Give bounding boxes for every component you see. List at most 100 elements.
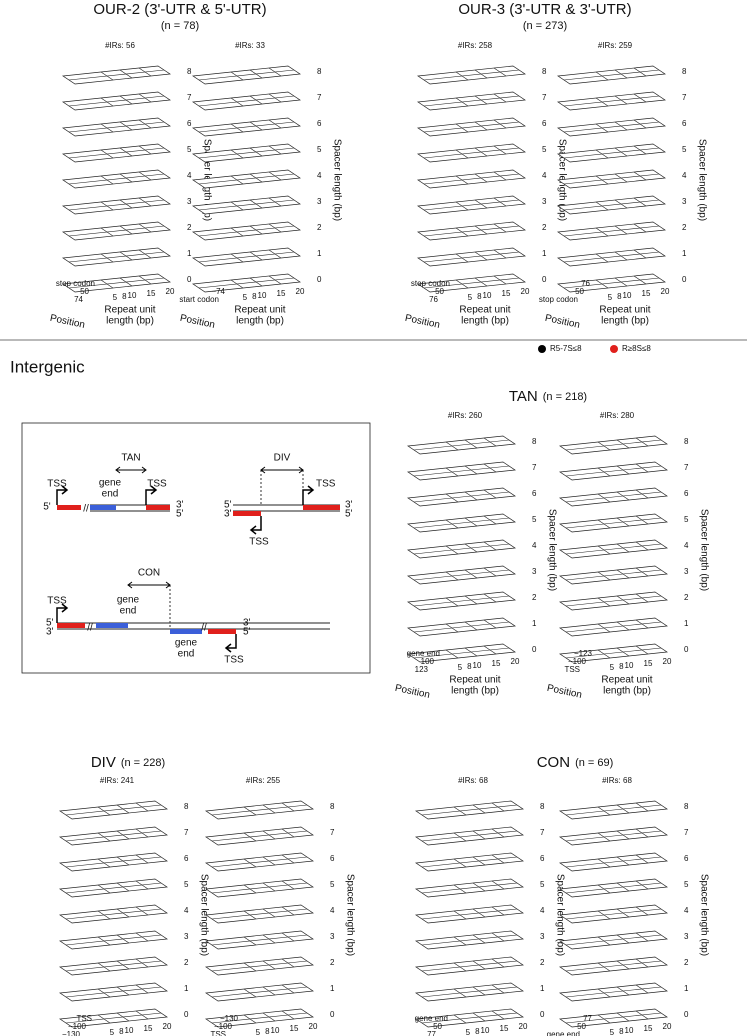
layer-grid	[65, 1012, 162, 1024]
layer-grid	[198, 277, 295, 289]
repeat-tick: 10	[483, 291, 492, 300]
layer-grid	[563, 225, 660, 237]
spacer-level: 4	[684, 541, 689, 550]
layer-grid	[68, 95, 165, 107]
spacer-level: 7	[542, 93, 547, 102]
label: end	[120, 606, 137, 617]
spacer-level: 8	[184, 802, 189, 811]
position-label: Position	[546, 683, 583, 701]
repeat-tick: 15	[644, 1024, 653, 1033]
layer-grid	[413, 543, 510, 555]
spacer-level: 7	[184, 828, 189, 837]
position-tick: 50	[435, 287, 444, 296]
repeat-label: Repeat unit	[601, 675, 652, 686]
layer-grid	[565, 856, 662, 868]
layer-grid	[563, 121, 660, 133]
spacer-level: 5	[684, 515, 689, 524]
repeat-tick: 20	[309, 1022, 318, 1031]
position-tick: stop codon	[411, 279, 450, 288]
gene	[96, 623, 128, 628]
spacer-level: 7	[540, 828, 545, 837]
label: gene	[117, 595, 140, 606]
layer-grid	[565, 1012, 662, 1024]
span-arrow	[127, 581, 171, 589]
repeat-tick: 10	[125, 1026, 134, 1035]
repeat-tick: 8	[265, 1027, 270, 1036]
spacer-level: 6	[682, 119, 687, 128]
repeat-tick: 20	[163, 1022, 172, 1031]
spacer-level: 6	[317, 119, 322, 128]
repeat-tick: 8	[119, 1027, 124, 1036]
label: 3'	[345, 500, 353, 511]
spacer-label: Spacer length (bp)	[344, 874, 355, 956]
repeat-label: Repeat unit	[234, 305, 285, 316]
spacer-level: 8	[187, 67, 192, 76]
ir-count: #IRs: 33	[235, 41, 265, 50]
position-tick: start codon	[179, 295, 219, 304]
position-tick: 76	[429, 295, 438, 304]
ir-count: #IRs: 259	[598, 41, 633, 50]
gene	[146, 505, 170, 510]
spacer-level: 7	[532, 463, 537, 472]
layer-grid	[565, 830, 662, 842]
position-tick: −100	[214, 1022, 233, 1031]
repeat-tick: 15	[147, 289, 156, 298]
layer-grid	[413, 517, 510, 529]
spacer-level: 1	[317, 249, 322, 258]
layer-grid	[421, 986, 518, 998]
position-label: Position	[544, 313, 581, 331]
layer-grid	[421, 830, 518, 842]
layer-grid	[565, 569, 662, 581]
spacer-level: 4	[682, 171, 687, 180]
label: TSS	[224, 655, 244, 666]
spacer-level: 1	[684, 984, 689, 993]
spacer-level: 5	[682, 145, 687, 154]
layer-grid	[423, 199, 520, 211]
repeat-tick: 5	[110, 1028, 115, 1036]
spacer-level: 7	[684, 463, 689, 472]
spacer-level: 7	[684, 828, 689, 837]
spacer-level: 6	[540, 854, 545, 863]
layer-grid	[198, 121, 295, 133]
spacer-level: 2	[682, 223, 687, 232]
panel: #IRs: 241058101520TSS−100−130PositionRep…	[58, 776, 209, 1036]
layer-grid	[563, 199, 660, 211]
legend-label: R5-7S≤8	[550, 344, 582, 353]
spacer-level: 0	[542, 275, 547, 284]
section-title: TAN (n = 218)	[509, 388, 587, 405]
spacer-level: 1	[542, 249, 547, 258]
position-tick: −100	[568, 657, 587, 666]
position-tick: gene end	[547, 1030, 580, 1036]
spacer-label: Spacer length (bp)	[331, 139, 342, 221]
layer-grid	[65, 908, 162, 920]
label: DIV	[274, 453, 291, 464]
legend-dot	[538, 345, 546, 353]
spacer-level: 7	[330, 828, 335, 837]
spacer-label: Spacer length (bp)	[198, 874, 209, 956]
repeat-label: Repeat unit	[104, 305, 155, 316]
repeat-label: length (bp)	[106, 316, 154, 327]
repeat-tick: 5	[113, 293, 118, 302]
layer-grid	[211, 856, 308, 868]
layer-grid	[65, 986, 162, 998]
spacer-level: 2	[540, 958, 545, 967]
gene	[233, 511, 261, 516]
label: 5'	[345, 509, 353, 520]
spacer-level: 3	[682, 197, 687, 206]
layer-grid	[68, 225, 165, 237]
layer-grid	[421, 908, 518, 920]
layer-grid	[198, 225, 295, 237]
label: //	[87, 623, 93, 634]
spacer-level: 4	[540, 906, 545, 915]
label: CON	[138, 568, 160, 579]
spacer-level: 3	[684, 567, 689, 576]
section-title: OUR-2 (3'-UTR & 5'-UTR) (n = 78)	[93, 1, 266, 32]
layer-grid	[198, 199, 295, 211]
ir-count: #IRs: 241	[100, 776, 135, 785]
label: end	[178, 649, 195, 660]
label: 5'	[46, 618, 54, 629]
